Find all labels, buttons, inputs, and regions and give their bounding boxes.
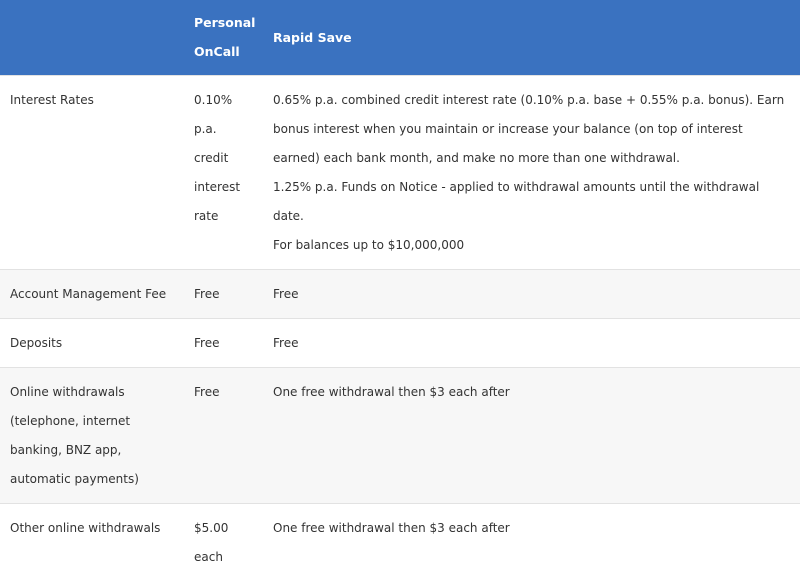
- rapid-value: One free withdrawal then $3 each after: [263, 502, 800, 581]
- header-feature: [0, 0, 184, 75]
- row-label: Online withdrawals (telephone, internet …: [0, 366, 184, 503]
- rapid-text: 0.65% p.a. combined credit interest rate…: [273, 92, 785, 165]
- row-label: Account Management Fee: [0, 268, 184, 318]
- table-header-row: Personal OnCall Rapid Save: [0, 0, 800, 75]
- table-row: Deposits Free Free: [0, 317, 800, 367]
- rapid-value: Free: [263, 317, 800, 367]
- header-rapid-save: Rapid Save: [273, 29, 352, 45]
- oncall-value: Free: [184, 268, 263, 318]
- table-row: Account Management Fee Free Free: [0, 268, 800, 318]
- row-label: Interest Rates: [0, 74, 184, 269]
- table-row: Other online withdrawals $5.00 each One …: [0, 502, 800, 581]
- oncall-value: $5.00 each: [184, 502, 263, 581]
- rapid-text: 1.25% p.a. Funds on Notice - applied to …: [273, 179, 760, 223]
- rapid-value: One free withdrawal then $3 each after: [263, 366, 800, 503]
- rapid-value: 0.65% p.a. combined credit interest rate…: [263, 74, 800, 269]
- oncall-value: Free: [184, 366, 263, 503]
- row-label: Other online withdrawals: [0, 502, 184, 581]
- oncall-value: Free: [184, 317, 263, 367]
- row-label: Deposits: [0, 317, 184, 367]
- table-row: Online withdrawals (telephone, internet …: [0, 366, 800, 503]
- table-row: Interest Rates 0.10% p.a. credit interes…: [0, 74, 800, 269]
- oncall-value: 0.10% p.a. credit interest rate: [184, 74, 263, 269]
- rapid-value: Free: [263, 268, 800, 318]
- rapid-text: For balances up to $10,000,000: [273, 237, 465, 252]
- header-personal-oncall: Personal OnCall: [194, 15, 256, 60]
